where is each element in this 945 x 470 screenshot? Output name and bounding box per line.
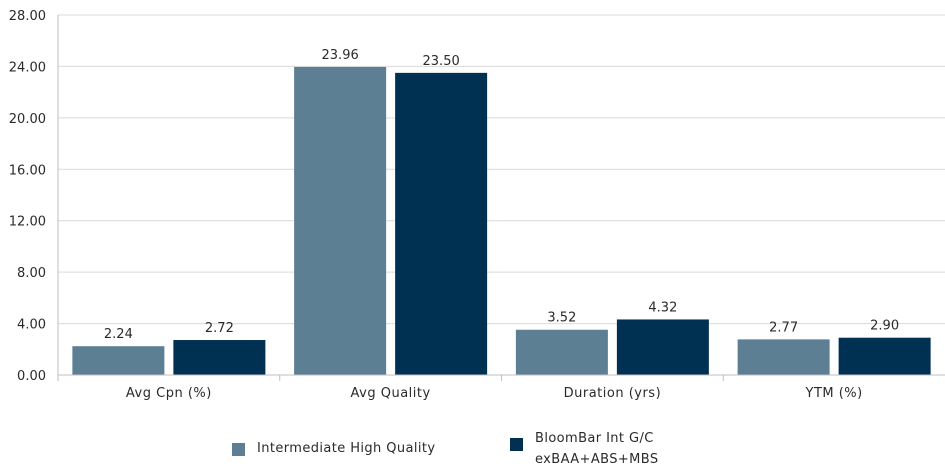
bar-value-label: 2.77 (769, 320, 798, 335)
y-tick-label: 8.00 (17, 266, 46, 281)
category-labels: Avg Cpn (%) Avg Quality Duration (yrs) YTM … (126, 386, 863, 401)
legend-item-bloombar: BloomBar Int G/C exBAA+ABS+MBS (510, 428, 705, 470)
y-tick-label: 28.00 (9, 9, 46, 24)
y-tick-label: 24.00 (9, 60, 46, 75)
y-axis-tick-labels: 0.00 4.00 8.00 12.00 16.00 20.00 24.00 28.00 (9, 9, 46, 384)
bar-value-label: 2.90 (870, 319, 899, 334)
bar-value-label: 23.96 (322, 48, 359, 63)
bar-value-label: 23.50 (423, 54, 460, 69)
category-label: YTM (%) (805, 386, 863, 401)
x-axis (57, 15, 945, 381)
category-label: Avg Cpn (%) (126, 386, 212, 401)
bar (616, 319, 709, 375)
y-tick-label: 16.00 (9, 163, 46, 178)
y-tick-label: 0.00 (17, 369, 46, 384)
data-labels: 2.24 2.72 23.96 23.50 3.52 4.32 2.77 2.90 (104, 48, 899, 342)
legend-item-intermediate-high-quality: Intermediate High Quality (232, 439, 435, 459)
category-label: Duration (yrs) (564, 386, 662, 401)
bar-value-label: 2.72 (205, 321, 234, 336)
legend-swatch-intermediate-high-quality (232, 442, 245, 456)
bars (72, 66, 931, 375)
bar (72, 346, 165, 375)
bar (838, 337, 931, 375)
bar (173, 340, 266, 375)
y-tick-label: 20.00 (9, 112, 46, 127)
gridlines (58, 14, 945, 325)
legend: Intermediate High Quality BloomBar Int G… (232, 428, 702, 468)
legend-label-intermediate-high-quality: Intermediate High Quality (257, 441, 436, 456)
bar (737, 339, 830, 375)
bar (395, 72, 488, 375)
y-tick-label: 4.00 (17, 318, 46, 333)
legend-swatch-bloombar (510, 438, 523, 451)
bar (294, 66, 387, 375)
bar-value-label: 3.52 (547, 311, 576, 326)
legend-label-bloombar: BloomBar Int G/C exBAA+ABS+MBS (535, 431, 659, 467)
bar-value-label: 4.32 (648, 300, 677, 315)
category-label: Avg Quality (351, 386, 431, 401)
y-tick-label: 12.00 (9, 215, 46, 230)
bar-value-label: 2.24 (104, 327, 133, 342)
bar (515, 329, 608, 375)
